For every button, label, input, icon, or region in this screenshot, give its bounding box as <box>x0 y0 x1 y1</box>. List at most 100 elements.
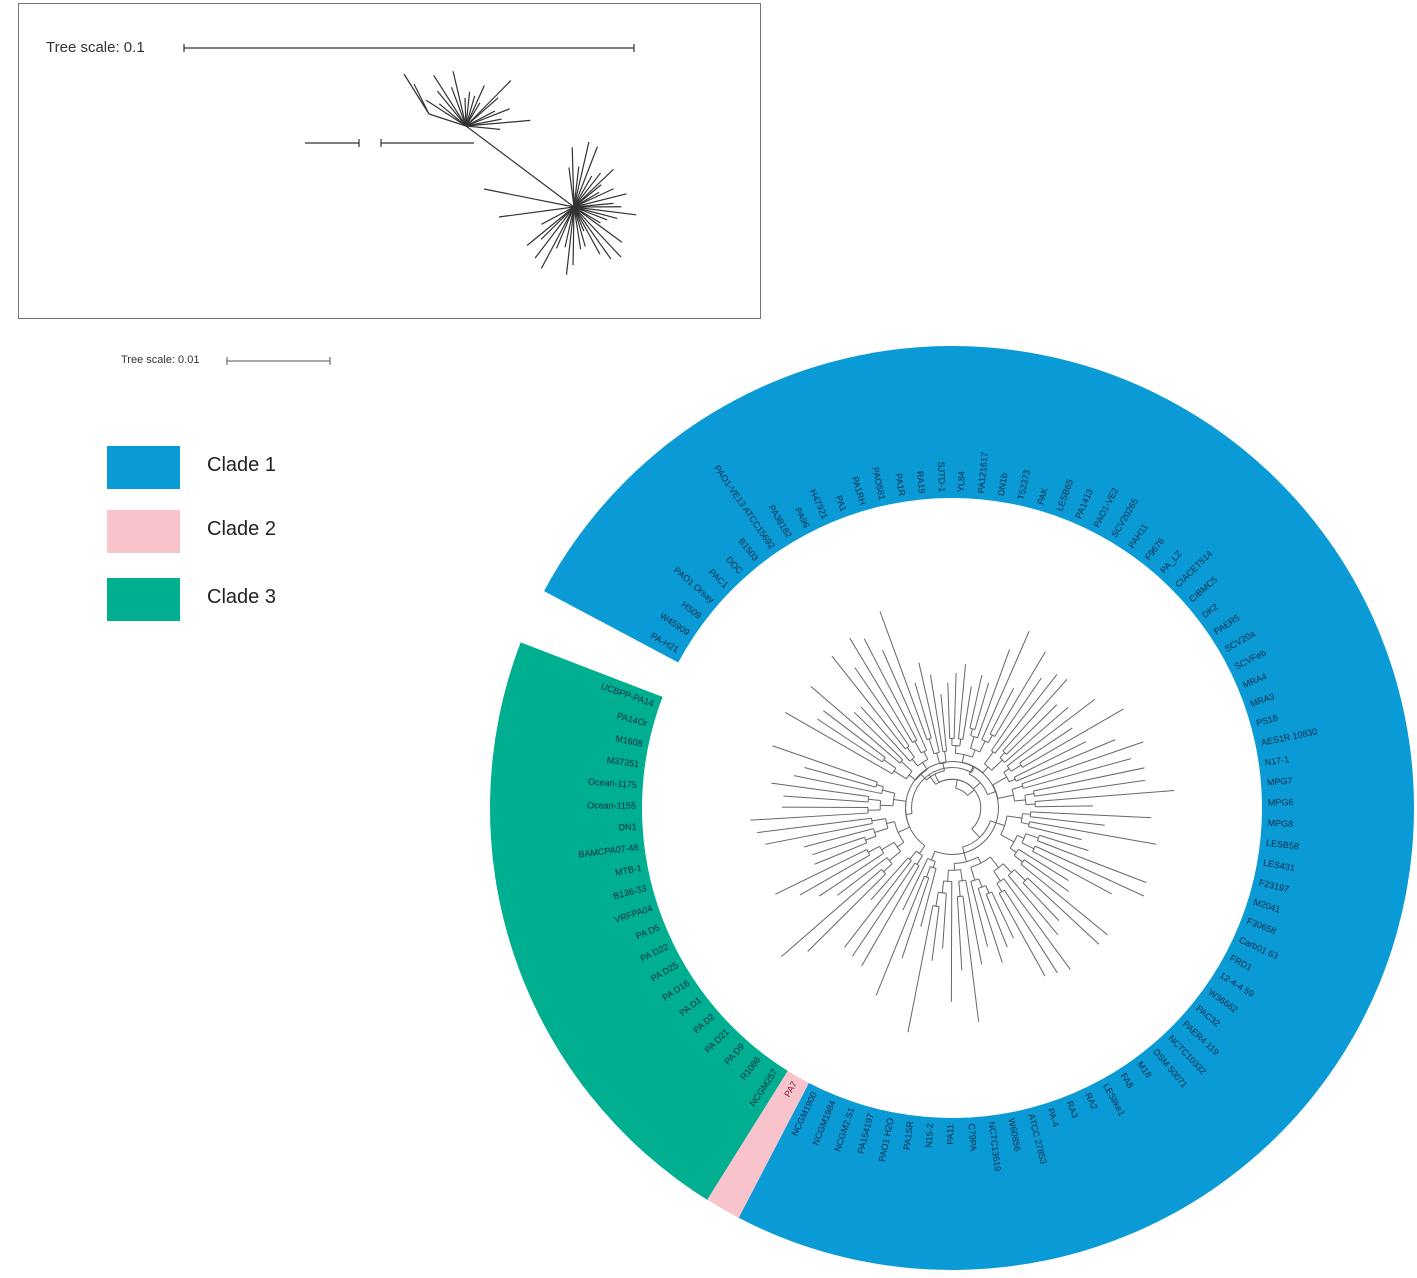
leaf-label: PA121617 <box>976 452 990 494</box>
tree-branch <box>1003 878 1071 970</box>
leaf-label: DN1 <box>618 821 637 832</box>
tree-branch <box>970 881 988 947</box>
tree-branch <box>969 674 983 729</box>
tree-branch <box>991 677 1042 751</box>
tree-branch <box>970 728 973 736</box>
tree-branch <box>465 80 512 127</box>
tree-branch <box>1024 859 1070 892</box>
tree-branch <box>1023 758 1132 789</box>
tree-branch <box>413 83 430 115</box>
tree-branch <box>1006 815 1023 819</box>
tree-branch <box>914 741 922 754</box>
tree-branch <box>1006 704 1058 755</box>
tree-branch <box>757 817 872 834</box>
tree-branch <box>920 868 937 927</box>
tree-branch <box>465 108 510 127</box>
tree-arc <box>920 749 927 754</box>
tree-branch <box>849 637 913 743</box>
tree-arc <box>916 850 923 857</box>
tree-arc <box>927 858 936 862</box>
leaf-label: SJTD-1 <box>936 461 947 492</box>
tree-branch <box>893 770 907 780</box>
tree-branch <box>979 740 986 753</box>
tree-branch <box>922 762 928 770</box>
tree-branch <box>526 206 575 246</box>
tree-branch <box>985 885 990 894</box>
tree-branch <box>1015 739 1116 782</box>
tree-branch <box>971 749 976 758</box>
tree-branch <box>907 905 934 1033</box>
tree-branch <box>987 790 997 796</box>
tree-branch <box>879 611 928 740</box>
leaf-label: LESB58 <box>1266 838 1300 852</box>
tree-arc <box>932 905 940 908</box>
legend-label-clade-1: Clade 1 <box>207 454 276 476</box>
tree-arc <box>993 863 1004 872</box>
tree-branch <box>573 166 580 208</box>
tree-branch <box>883 759 897 769</box>
tree-branch <box>573 206 582 250</box>
tree-branch <box>1010 764 1022 772</box>
leaf-label: N15-2 <box>924 1123 936 1148</box>
tree-branch <box>931 906 940 961</box>
tree-branch <box>573 206 586 247</box>
tree-branch <box>868 798 881 802</box>
tree-branch <box>997 794 1014 799</box>
tree-arc <box>935 778 982 830</box>
tree-branch <box>987 734 993 743</box>
tree-branch <box>896 841 905 848</box>
tree-branch <box>942 893 947 949</box>
tree-branch <box>428 113 467 127</box>
tree-arc <box>1000 815 1008 835</box>
legend-label-clade-2: Clade 2 <box>207 518 276 540</box>
tree-branch <box>1007 875 1059 935</box>
tree-arc <box>1003 772 1010 783</box>
tree-branch <box>863 638 918 741</box>
tree-arc <box>893 821 905 843</box>
unrooted-tree <box>183 44 637 275</box>
tree-branch <box>886 821 895 824</box>
tree-branch <box>936 752 941 765</box>
tree-branch <box>941 880 945 893</box>
tree-arc <box>881 786 884 794</box>
tree-arc <box>875 781 878 788</box>
leaf-label: YL84 <box>956 471 967 492</box>
tree-branch <box>1002 863 1012 873</box>
tree-branch <box>970 867 976 881</box>
leaf-label: Ocean-1155 <box>587 800 636 810</box>
tree-branch <box>994 651 1046 737</box>
inset-unrooted-tree-panel: Tree scale: 0.1 <box>18 3 761 319</box>
tree-branch <box>1039 834 1089 852</box>
tree-branch <box>844 860 912 948</box>
tree-branch <box>1021 822 1030 825</box>
tree-arc <box>1002 750 1007 755</box>
tree-branch <box>1003 768 1010 773</box>
tree-branch <box>823 710 886 758</box>
tree-branch <box>1009 778 1016 783</box>
tree-branch <box>883 863 893 873</box>
tree-branch <box>1011 785 1023 790</box>
tree-branch <box>1004 706 1069 763</box>
tree-branch <box>1020 863 1109 936</box>
tree-branch <box>905 813 913 815</box>
tree-branch <box>573 206 608 221</box>
tree-branch <box>876 784 884 788</box>
tree-branch <box>923 751 929 760</box>
tree-branch <box>893 798 907 802</box>
leaf-label: PA11 <box>945 1124 955 1145</box>
tree-branch <box>973 782 981 790</box>
tree-branch <box>861 865 920 967</box>
tree-arc <box>1020 813 1023 823</box>
tree-branch <box>1014 741 1087 778</box>
tree-branch <box>962 846 967 862</box>
tree-branch <box>934 773 940 783</box>
clade-band-1 <box>544 345 1414 1270</box>
tree-branch <box>853 711 904 761</box>
tree-arc <box>954 856 979 865</box>
tree-branch <box>804 766 876 788</box>
tree-branch <box>750 812 869 821</box>
tree-arc <box>969 773 988 795</box>
tree-arc <box>867 796 870 803</box>
internal-branch <box>465 125 575 208</box>
tree-branch <box>1014 799 1026 802</box>
